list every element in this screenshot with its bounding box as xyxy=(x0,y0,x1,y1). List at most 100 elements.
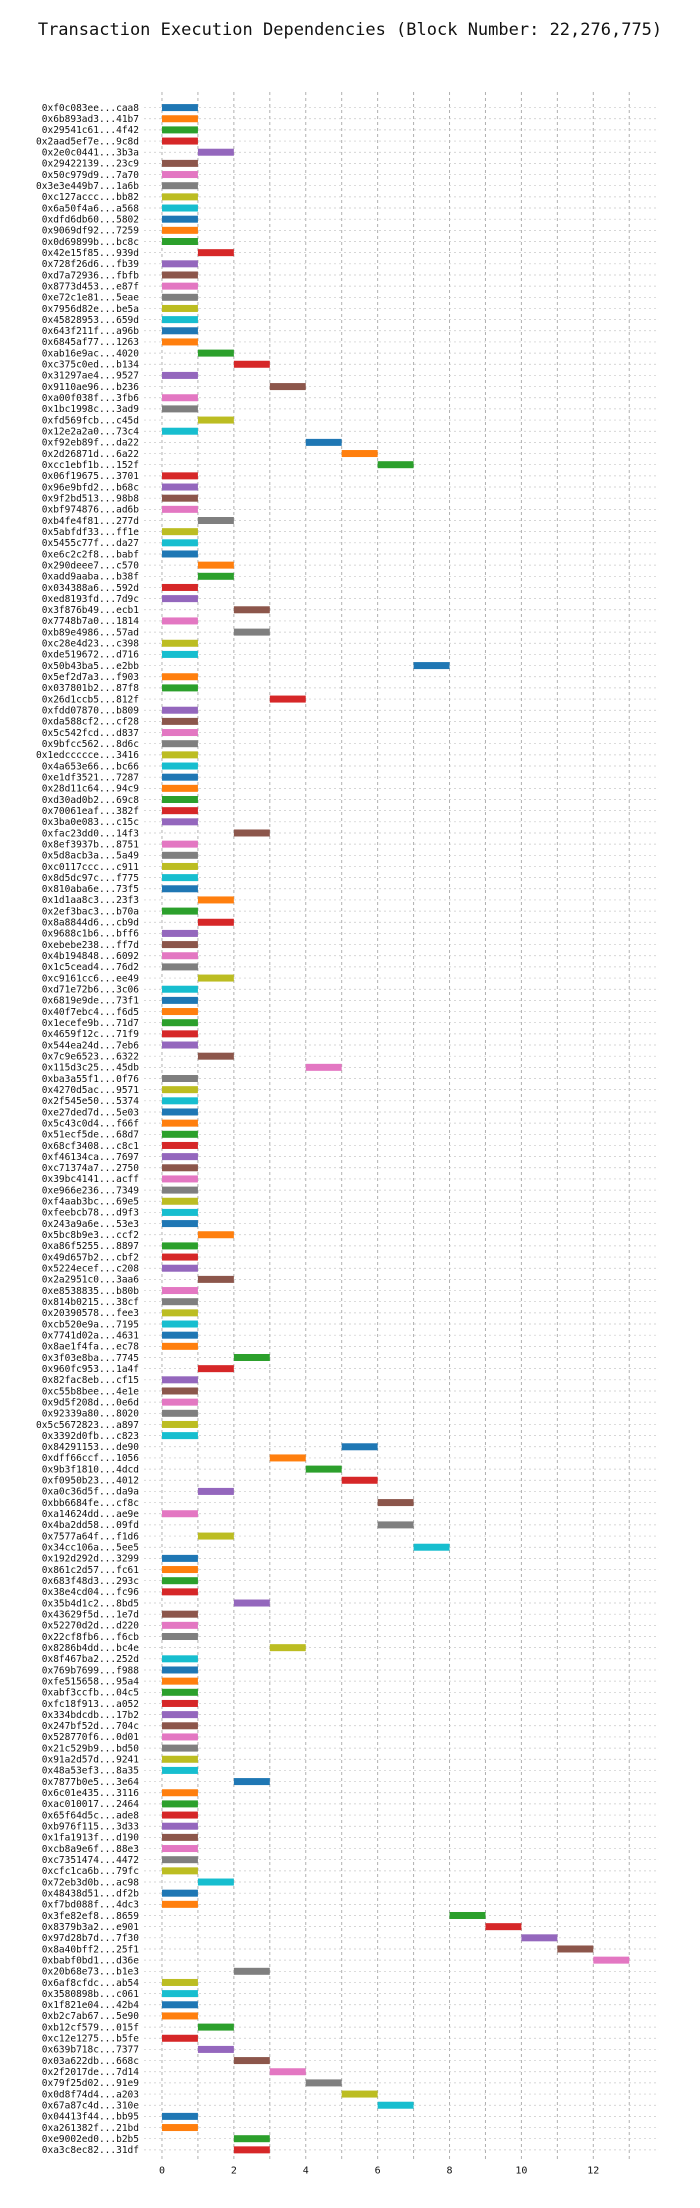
bar xyxy=(161,293,198,301)
y-tick-label: 0xe966e236...7349 xyxy=(42,1185,140,1196)
bar xyxy=(161,684,198,692)
y-tick-label: 0xde519672...d716 xyxy=(42,650,140,661)
bar xyxy=(161,1097,198,1105)
y-tick-label: 0x35b4d1c2...8bd5 xyxy=(42,1598,139,1609)
y-tick-label: 0xcfc1ca6b...79fc xyxy=(42,1866,139,1877)
y-tick-label: 0x38e4cd04...fc96 xyxy=(42,1587,140,1598)
bar xyxy=(161,1588,198,1596)
bar xyxy=(161,1309,198,1317)
y-tick-label: 0x12e2a2a0...73c4 xyxy=(42,427,140,438)
y-tick-label: 0x91a2d57d...9241 xyxy=(42,1755,140,1766)
y-tick-label: 0x9f2bd513...98b8 xyxy=(42,493,140,504)
y-tick-label: 0x3ba0e083...c15c xyxy=(42,817,139,828)
y-tick-label: 0x5d8acb3a...5a49 xyxy=(42,851,140,862)
y-tick-label: 0x9b3f1810...4dcd xyxy=(42,1464,139,1475)
bar xyxy=(161,1566,198,1574)
bar xyxy=(161,1800,198,1808)
bar xyxy=(161,1889,198,1897)
y-tick-label: 0xd7a72936...fbfb xyxy=(42,270,140,281)
bar xyxy=(161,126,198,134)
bar xyxy=(161,773,198,781)
bar xyxy=(161,1409,198,1417)
y-tick-label: 0x03a622db...668c xyxy=(42,2056,139,2067)
bar xyxy=(161,762,198,770)
bar xyxy=(161,104,198,112)
y-tick-label: 0x8d5dc97c...f775 xyxy=(42,873,139,884)
y-tick-label: 0x51ecf5de...68d7 xyxy=(42,1130,139,1141)
bar xyxy=(233,1599,270,1607)
bar xyxy=(161,751,198,759)
y-tick-label: 0xabf3ccfb...04c5 xyxy=(42,1688,139,1699)
bar xyxy=(161,1164,198,1172)
y-tick-label: 0x769b7699...f988 xyxy=(42,1665,140,1676)
y-tick-label: 0x5455c77f...da27 xyxy=(42,538,139,549)
chart-title: Transaction Execution Dependencies (Bloc… xyxy=(37,20,663,40)
bar xyxy=(161,1186,198,1194)
bar xyxy=(161,1688,198,1696)
y-tick-label: 0xc55b8bee...4e1e xyxy=(42,1386,140,1397)
bar xyxy=(197,1231,234,1239)
y-tick-label: 0xac010017...2464 xyxy=(42,1799,140,1810)
y-tick-label: 0x2aad5ef7e...9c8d xyxy=(36,136,139,147)
bar xyxy=(197,349,234,357)
y-tick-label: 0x2f2017de...7d14 xyxy=(42,2067,140,2078)
y-tick-label: 0x6b893ad3...41b7 xyxy=(42,114,139,125)
y-tick-label: 0x960fc953...1a4f xyxy=(42,1364,139,1375)
bar xyxy=(161,740,198,748)
y-tick-label: 0x8379b3a2...e901 xyxy=(42,1922,140,1933)
y-tick-label: 0x6af8cfdc...ab54 xyxy=(42,1978,140,1989)
y-tick-label: 0x2f545e50...5374 xyxy=(42,1096,140,1107)
y-tick-label: 0xe6c2c2f8...babf xyxy=(42,549,139,560)
bar xyxy=(269,2068,306,2076)
bar xyxy=(161,941,198,949)
y-tick-label: 0x70061eaf...382f xyxy=(42,806,139,817)
y-tick-label: 0x4659f12c...71f9 xyxy=(42,1029,140,1040)
y-tick-label: 0x683f48d3...293c xyxy=(42,1576,139,1587)
bar xyxy=(233,829,270,837)
y-tick-label: 0x7c9e6523...6322 xyxy=(42,1051,139,1062)
bar xyxy=(161,505,198,513)
bar xyxy=(197,561,234,569)
bar xyxy=(197,249,234,257)
bar xyxy=(161,1900,198,1908)
y-tick-label: 0x3fe82ef8...8659 xyxy=(42,1911,140,1922)
y-tick-label: 0x9110ae96...b236 xyxy=(42,382,140,393)
bar xyxy=(197,416,234,424)
y-tick-label: 0x8ae1f4fa...ec78 xyxy=(42,1342,140,1353)
y-tick-label: 0x7956d82e...be5a xyxy=(42,304,139,315)
y-tick-label: 0xc9161cc6...ee49 xyxy=(42,973,140,984)
bar xyxy=(269,1454,306,1462)
bar xyxy=(197,1275,234,1283)
bar xyxy=(161,1019,198,1027)
bar xyxy=(161,1153,198,1161)
grid-layer xyxy=(144,92,658,2160)
bar xyxy=(161,717,198,725)
x-tick-label: 10 xyxy=(515,2165,527,2176)
bar xyxy=(197,1532,234,1540)
y-tick-label: 0xe9002ed0...b2b5 xyxy=(42,2134,139,2145)
y-tick-label: 0x0d8f74d4...a203 xyxy=(42,2089,139,2100)
bar xyxy=(161,952,198,960)
bar xyxy=(161,1208,198,1216)
bar xyxy=(233,2057,270,2065)
bar xyxy=(161,338,198,346)
y-tick-label: 0xcc1ebf1b...152f xyxy=(42,460,139,471)
bar xyxy=(161,1220,198,1228)
bar xyxy=(161,1722,198,1730)
bar xyxy=(161,1990,198,1998)
y-tick-label: 0xf0c083ee...caa8 xyxy=(42,103,140,114)
y-tick-label: 0x48a53ef3...8a35 xyxy=(42,1766,139,1777)
bar xyxy=(161,1287,198,1295)
y-tick-label: 0x5abfdf33...ff1e xyxy=(42,527,140,538)
y-tick-label: 0x3392d0fb...c823 xyxy=(42,1431,139,1442)
bar xyxy=(161,1845,198,1853)
bar xyxy=(161,2124,198,2132)
bar xyxy=(161,851,198,859)
x-tick-label: 2 xyxy=(231,2165,237,2176)
x-tick-labels: 0 2 4 6 8 10 12 xyxy=(159,2165,599,2176)
bar xyxy=(161,885,198,893)
bar xyxy=(161,2012,198,2020)
y-tick-label: 0xfeebcb78...d9f3 xyxy=(42,1208,139,1219)
bar xyxy=(161,673,198,681)
